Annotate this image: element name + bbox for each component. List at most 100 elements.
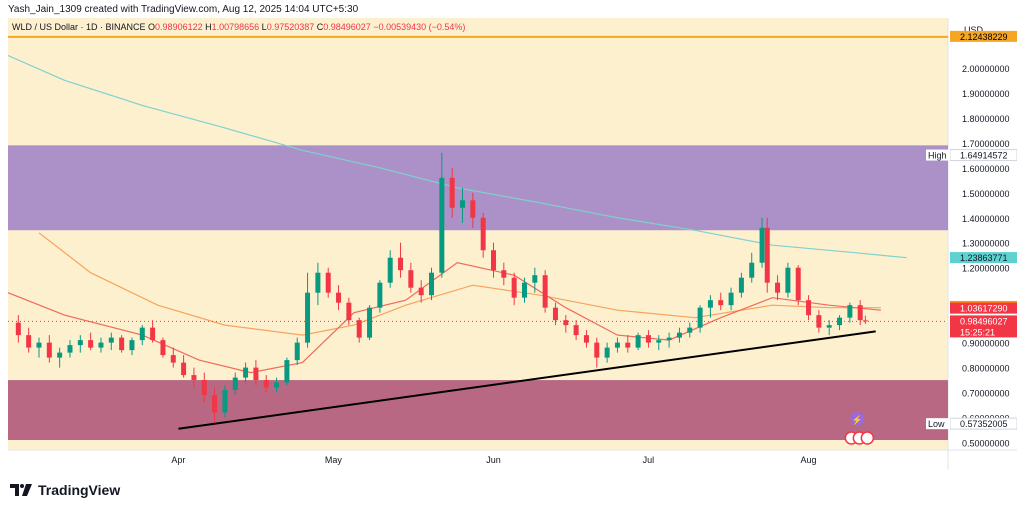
candle-body (377, 282, 383, 308)
lightning-icon (850, 412, 865, 426)
y-tick-label: 1.40000000 (962, 214, 1010, 224)
candle-body (826, 325, 832, 328)
candle-body (387, 257, 393, 283)
currency-label: USD (964, 25, 984, 35)
candle-body (315, 272, 321, 293)
resistance-zone (8, 145, 948, 231)
candle-body (764, 227, 770, 283)
candle-body (552, 307, 558, 321)
y-tick-label: 1.70000000 (962, 139, 1010, 149)
close-value: 0.98496027 (323, 22, 373, 32)
candle-body (542, 275, 548, 308)
price-label-box (950, 302, 1017, 314)
countdown-label: 15:25:21 (960, 327, 995, 337)
y-tick-label: 1.20000000 (962, 264, 1010, 274)
candle-body (191, 375, 197, 381)
candle-body (806, 300, 812, 316)
candle-body (77, 340, 83, 346)
candle-body (676, 332, 682, 338)
candle-body (862, 320, 868, 322)
price-tag-text: Low (928, 419, 945, 429)
candle-body (325, 272, 331, 293)
candle-body (274, 382, 280, 388)
candle-body (356, 320, 362, 338)
candle-body (67, 345, 73, 353)
y-tick-label: 2.00000000 (962, 64, 1010, 74)
candle-body (46, 342, 52, 358)
candle-body (15, 322, 21, 336)
candle-body (635, 335, 641, 348)
candle-body (336, 292, 342, 303)
close-label: C (317, 22, 324, 32)
candle-body (837, 317, 843, 326)
us-flag-event-icon (860, 431, 875, 445)
price-label-text: 2.12438229 (960, 32, 1008, 42)
tradingview-logo-icon (10, 484, 32, 496)
candle-body (243, 367, 249, 378)
y-tick-label: 1.90000000 (962, 89, 1010, 99)
y-tick-label: 1.50000000 (962, 189, 1010, 199)
candle-body (429, 272, 435, 296)
candle-body (460, 200, 466, 208)
candle-body (284, 360, 290, 383)
candle-body (847, 305, 853, 318)
candle-body (656, 340, 662, 343)
moving-average-mid (38, 232, 881, 336)
candle-body (253, 367, 259, 381)
candle-body (88, 340, 94, 348)
price-tag-text: High (928, 151, 947, 161)
price-tag-box (926, 149, 950, 161)
candle-body (449, 177, 455, 208)
candle-body (573, 325, 579, 336)
candle-body (738, 277, 744, 293)
price-tag-box (926, 418, 950, 430)
candle-body (718, 300, 724, 306)
moving-average-short (7, 262, 881, 374)
candle-body (212, 395, 218, 413)
candle-body (625, 342, 631, 348)
moving-average-long (7, 54, 907, 259)
candle-body (728, 292, 734, 306)
change-value: −0.00539430 (−0.54%) (373, 22, 465, 32)
chart-plot[interactable]: 2.00000000 1.90000000 1.80000000 1.70000000… (7, 18, 1018, 470)
candle-body (181, 362, 187, 376)
candle-body (26, 335, 32, 348)
high-label: H (205, 22, 212, 32)
y-tick-label: 0.70000000 (962, 389, 1010, 399)
price-label-box (950, 252, 1017, 264)
price-label-box (950, 315, 1017, 338)
chart-attribution: Yash_Jain_1309 created with TradingView.… (8, 4, 359, 15)
candle-body (749, 262, 755, 278)
tradingview-brand-text: TradingView (38, 482, 121, 498)
candle-body (346, 302, 352, 321)
candle-body (795, 267, 801, 301)
candle-body (645, 335, 651, 343)
tradingview-logo[interactable]: TradingView (10, 482, 120, 498)
price-label-text: 0.98496027 (960, 316, 1008, 326)
candlestick-chart[interactable]: 2.00000000 1.90000000 1.80000000 1.70000000… (7, 18, 1018, 470)
candle-body (501, 270, 507, 278)
candle-body (263, 380, 269, 388)
candle-body (170, 355, 176, 363)
high-value: 1.00798656 (212, 22, 262, 32)
candle-body (139, 327, 145, 341)
x-tick-label: May (325, 455, 343, 465)
price-label-text: 1.23863771 (960, 253, 1008, 263)
candle-body (521, 282, 527, 298)
candle-body (563, 320, 569, 326)
candle-body (759, 227, 765, 263)
y-tick-label: 1.80000000 (962, 114, 1010, 124)
candle-body (480, 217, 486, 251)
candle-body (594, 342, 600, 358)
candle-body (439, 177, 445, 273)
candle-body (98, 342, 104, 348)
candle-body (57, 352, 63, 358)
price-axis-background (948, 18, 1017, 470)
open-value: 0.98906122 (155, 22, 205, 32)
y-tick-label: 0.50000000 (962, 439, 1010, 449)
price-label-text: 1.03617290 (960, 304, 1008, 314)
candle-body (119, 337, 125, 351)
candle-body (367, 307, 373, 338)
candle-body (36, 342, 42, 348)
candle-body (614, 342, 620, 348)
